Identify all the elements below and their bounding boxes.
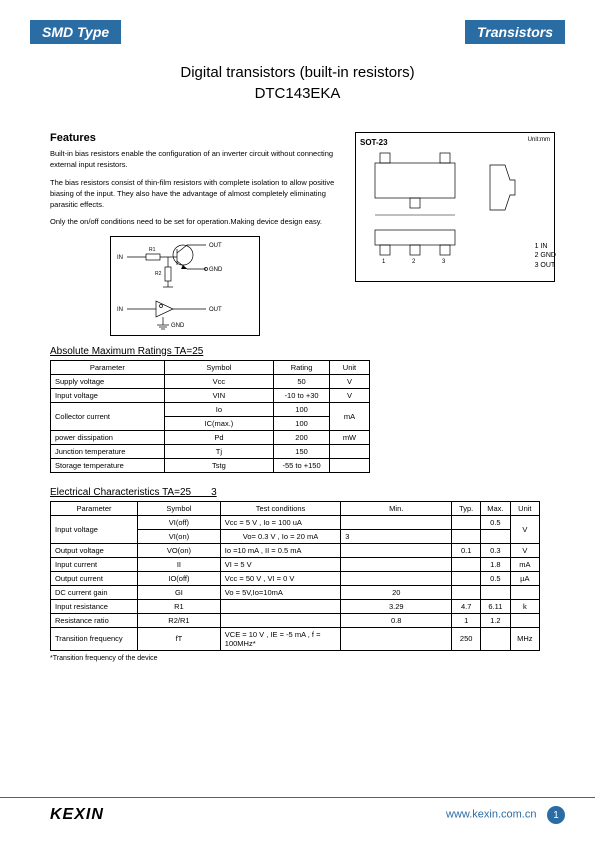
schematic-svg: IN R1 R2 OUT GND IN: [111, 237, 259, 335]
package-outline: SOT-23 Unit:mm 1 2 3 1 IN 2 GND 3 O: [355, 132, 555, 282]
schematic-diagram: IN R1 R2 OUT GND IN: [110, 236, 260, 336]
features-column: Features Built-in bias resistors enable …: [50, 132, 337, 336]
header-right-badge: Transistors: [465, 20, 565, 44]
table-row: Output currentIO(off)Vcc = 50 V , VI = 0…: [51, 571, 540, 585]
table-row: Input voltageVI(off)Vcc = 5 V , Io = 100…: [51, 515, 540, 529]
svg-text:R2: R2: [155, 271, 162, 277]
elec-char-table: Parameter Symbol Test conditions Min. Ty…: [50, 501, 540, 651]
package-column: SOT-23 Unit:mm 1 2 3 1 IN 2 GND 3 O: [355, 132, 555, 336]
table-row: DC current gainGIVo = 5V,Io=10mA20: [51, 585, 540, 599]
abs-max-table: Parameter Symbol Rating Unit Supply volt…: [50, 360, 370, 473]
features-p1: Built-in bias resistors enable the confi…: [50, 148, 337, 171]
col-symbol: Symbol: [138, 501, 221, 515]
col-max: Max.: [481, 501, 511, 515]
page-title: Digital transistors (built-in resistors)…: [0, 62, 595, 104]
pin-labels: 1 IN 2 GND 3 OUT: [535, 242, 556, 271]
svg-text:GND: GND: [209, 267, 223, 273]
svg-text:GND: GND: [171, 323, 185, 329]
elec-char-heading: Electrical Characteristics TA=25 3: [50, 483, 595, 498]
table-row: Output voltageVO(on)Io =10 mA , II = 0.5…: [51, 543, 540, 557]
table-row: Input resistanceR13.294.76.11k: [51, 599, 540, 613]
svg-text:3: 3: [442, 259, 446, 265]
brand-logo: KEXIN: [50, 806, 104, 824]
table-row: Supply voltageVcc50V: [51, 374, 370, 388]
col-parameter: Parameter: [51, 360, 165, 374]
footer-right: www.kexin.com.cn 1: [446, 806, 565, 824]
title-line-1: Digital transistors (built-in resistors): [0, 62, 595, 83]
footer-url: www.kexin.com.cn: [446, 809, 536, 821]
col-min: Min.: [341, 501, 452, 515]
svg-text:R1: R1: [149, 247, 156, 253]
svg-text:IN: IN: [117, 307, 123, 313]
table-row: Input currentIIVI = 5 V1.8mA: [51, 557, 540, 571]
package-svg: 1 2 3: [360, 145, 550, 275]
table-row: Input voltageVIN-10 to +30V: [51, 388, 370, 402]
table-row: Junction temperatureTj150: [51, 444, 370, 458]
col-unit: Unit: [329, 360, 369, 374]
abs-max-heading: Absolute Maximum Ratings TA=25: [50, 346, 595, 357]
features-p3: Only the on/off conditions need to be se…: [50, 216, 337, 227]
col-parameter: Parameter: [51, 501, 138, 515]
features-p2: The bias resistors consist of thin-film …: [50, 177, 337, 211]
features-heading: Features: [50, 132, 337, 144]
header-left-badge: SMD Type: [30, 20, 121, 44]
col-unit: Unit: [510, 501, 539, 515]
col-rating: Rating: [274, 360, 330, 374]
table-row: Transition frequencyfTVCE = 10 V , IE = …: [51, 627, 540, 650]
table-row: Collector currentIo100mA: [51, 402, 370, 416]
table-row: Resistance ratioR2/R10.811.2: [51, 613, 540, 627]
table-header-row: Parameter Symbol Test conditions Min. Ty…: [51, 501, 540, 515]
title-line-2: DTC143EKA: [0, 83, 595, 104]
col-conditions: Test conditions: [220, 501, 340, 515]
schematic-in-label: IN: [117, 255, 123, 261]
pin-2-label: 2 GND: [535, 251, 556, 261]
pin-3-label: 3 OUT: [535, 261, 556, 271]
table-row: Storage temperatureTstg-55 to +150: [51, 458, 370, 472]
col-symbol: Symbol: [164, 360, 273, 374]
col-typ: Typ.: [452, 501, 481, 515]
content-wrap: Features Built-in bias resistors enable …: [0, 104, 595, 336]
table-row: power dissipationPd200mW: [51, 430, 370, 444]
pin-1-label: 1 IN: [535, 242, 556, 252]
footer: KEXIN www.kexin.com.cn 1: [0, 797, 595, 824]
svg-text:2: 2: [412, 259, 416, 265]
svg-text:OUT: OUT: [209, 307, 222, 313]
page-number: 1: [547, 806, 565, 824]
svg-text:OUT: OUT: [209, 243, 222, 249]
header-bar: SMD Type Transistors: [0, 0, 595, 44]
unit-label: Unit:mm: [528, 137, 550, 143]
svg-text:1: 1: [382, 259, 386, 265]
table-header-row: Parameter Symbol Rating Unit: [51, 360, 370, 374]
footnote: *Transition frequency of the device: [50, 655, 595, 662]
